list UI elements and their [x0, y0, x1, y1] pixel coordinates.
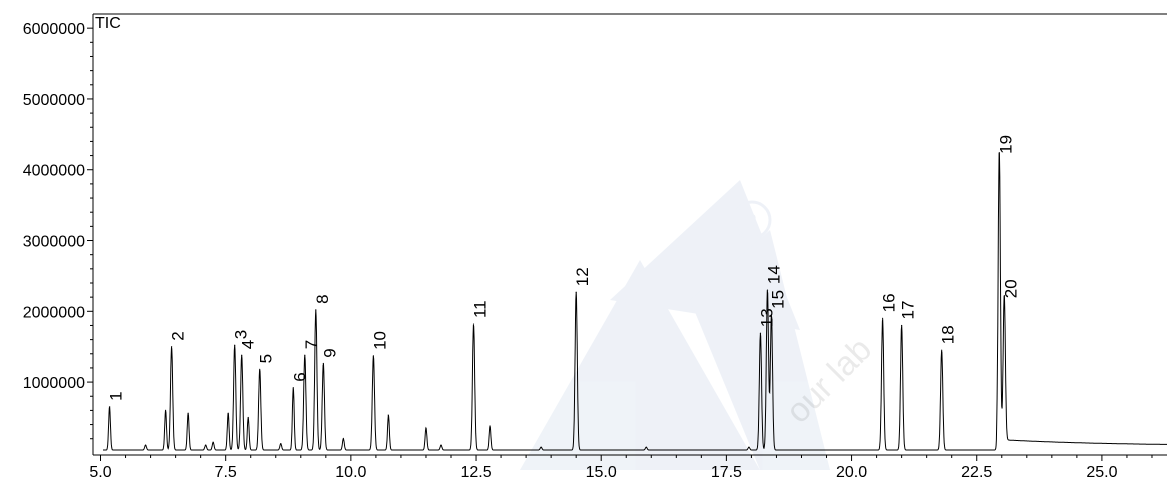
- peak-label-11: 11: [471, 300, 490, 318]
- peak-point: [247, 416, 249, 419]
- x-axis-ticks: 5.0 7.5 10.0 12.5 15.0 17.5 20.0 22.5 25.0: [89, 455, 1118, 481]
- peak-point: [901, 324, 903, 327]
- peak-point: [770, 314, 773, 316]
- peak-point: [759, 332, 762, 334]
- peak-point: [440, 444, 442, 446]
- peak-label-19: 19: [996, 135, 1015, 154]
- peak-point: [212, 441, 214, 443]
- peak-point: [998, 159, 1000, 161]
- peak-point: [342, 438, 344, 440]
- y-axis-ticks: 1000000 2000000 3000000 4000000 5000000 60000…: [23, 21, 93, 392]
- x-minor-ticks: [125, 455, 1153, 458]
- peak-point: [472, 323, 475, 325]
- peak-point: [645, 446, 647, 448]
- peak-point: [748, 446, 750, 448]
- peak-point: [108, 406, 111, 408]
- peak-point: [234, 344, 236, 346]
- peak-label-12: 12: [573, 267, 592, 286]
- tic-trace-line: [103, 152, 1167, 451]
- peak-point: [292, 387, 294, 389]
- peak-point: [540, 446, 542, 448]
- peak-label-13: 13: [757, 308, 776, 327]
- x-tick-label: 7.5: [215, 464, 237, 481]
- peak-point: [372, 355, 374, 357]
- x-tick-label: 5.0: [89, 464, 111, 481]
- peak-point: [171, 346, 173, 348]
- y-tick-label: 6000000: [23, 21, 85, 38]
- peak-point: [227, 412, 229, 414]
- y-tick-label: 1000000: [23, 375, 85, 392]
- peak-label-6: 6: [290, 372, 309, 381]
- peak-point: [315, 309, 317, 311]
- peak-label-2: 2: [169, 331, 188, 340]
- watermark-logo: R: [520, 180, 830, 470]
- peak-label-4: 4: [239, 340, 258, 349]
- svg-text:R: R: [744, 211, 757, 231]
- peak-label-14: 14: [764, 265, 783, 284]
- x-tick-label: 20.0: [836, 464, 867, 481]
- x-tick-label: 12.5: [460, 464, 491, 481]
- peak-point: [1003, 303, 1005, 305]
- peak-point: [941, 349, 943, 351]
- peak-label-15: 15: [768, 290, 787, 309]
- peak-point: [489, 425, 491, 427]
- x-tick-label: 17.5: [711, 464, 742, 481]
- y-tick-label: 3000000: [23, 234, 85, 251]
- y-tick-label: 2000000: [23, 304, 85, 321]
- peak-label-1: 1: [107, 391, 126, 400]
- peak-point: [322, 363, 324, 365]
- peak-label-8: 8: [313, 294, 332, 303]
- peak-point: [387, 414, 390, 416]
- peak-label-7: 7: [302, 340, 321, 349]
- peak-label-17: 17: [899, 301, 918, 320]
- peak-point: [766, 289, 769, 291]
- peak-point: [187, 412, 189, 414]
- series-label: TIC: [95, 15, 121, 32]
- x-tick-label: 15.0: [586, 464, 617, 481]
- peak-point: [882, 317, 884, 319]
- y-tick-label: 5000000: [23, 92, 85, 109]
- y-tick-label: 4000000: [23, 163, 85, 180]
- peak-point: [425, 427, 427, 429]
- peak-label-20: 20: [1001, 279, 1020, 298]
- peak-point: [205, 444, 207, 446]
- peak-label-5: 5: [257, 354, 276, 363]
- peak-label-3: 3: [232, 330, 251, 339]
- peak-point: [259, 368, 261, 370]
- peak-point: [280, 443, 282, 445]
- peak-label-16: 16: [880, 293, 899, 312]
- peak-label-9: 9: [320, 348, 339, 357]
- peak-point: [165, 409, 167, 412]
- x-tick-label: 10.0: [335, 464, 366, 481]
- peak-point: [304, 354, 306, 356]
- peak-label-18: 18: [939, 325, 958, 344]
- x-tick-label: 22.5: [961, 464, 992, 481]
- y-minor-ticks: [90, 41, 93, 440]
- peak-markers: [108, 159, 1005, 448]
- peak-point: [575, 291, 577, 293]
- peak-label-10: 10: [370, 331, 389, 350]
- peak-point: [241, 354, 243, 356]
- x-tick-label: 25.0: [1086, 464, 1117, 481]
- peak-point: [144, 444, 147, 446]
